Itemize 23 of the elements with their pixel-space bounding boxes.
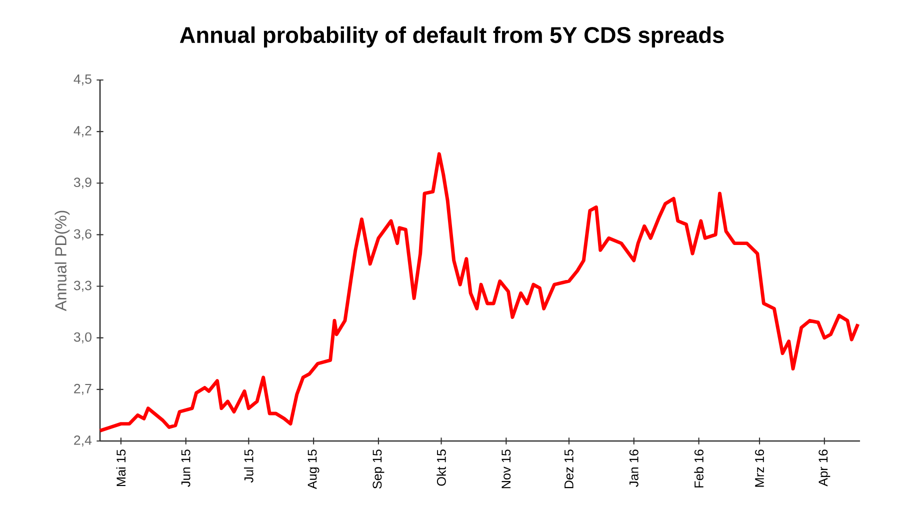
x-tick-label: Okt 15: [436, 450, 446, 486]
y-tick-label: 3,0: [74, 332, 92, 344]
y-tick-label: 2,7: [74, 384, 92, 395]
x-tick-label: Feb 16: [694, 450, 704, 488]
line-series: [98, 152, 860, 432]
x-tick-label: Mai 15: [116, 450, 126, 486]
y-tick-label: 4,5: [74, 74, 92, 86]
x-tick-label: Sep 15: [372, 450, 384, 489]
x-tick-label: Apr 16: [818, 450, 830, 486]
chart-title: Annual probability of default from 5Y CDS spreads: [180, 26, 724, 48]
x-tick-label: Aug 15: [308, 450, 320, 490]
x-tick-label: Jan 16: [629, 450, 638, 487]
x-tick-label: Nov 15: [502, 450, 511, 488]
x-tick-label: Dez 15: [564, 450, 574, 488]
y-tick-label: 3,6: [74, 229, 92, 240]
y-axis-title: Annual PD(%): [54, 210, 70, 312]
y-tick-label: 2,4: [74, 435, 92, 446]
x-tick-label: Jul 15: [244, 450, 254, 483]
x-tick-label: Mrz 16: [755, 450, 764, 487]
y-tick-label: 3,9: [74, 178, 92, 189]
y-tick-label: 4,2: [74, 126, 92, 138]
y-tick-label: 3,3: [74, 280, 92, 292]
x-tick-label: Jun 15: [181, 450, 190, 487]
